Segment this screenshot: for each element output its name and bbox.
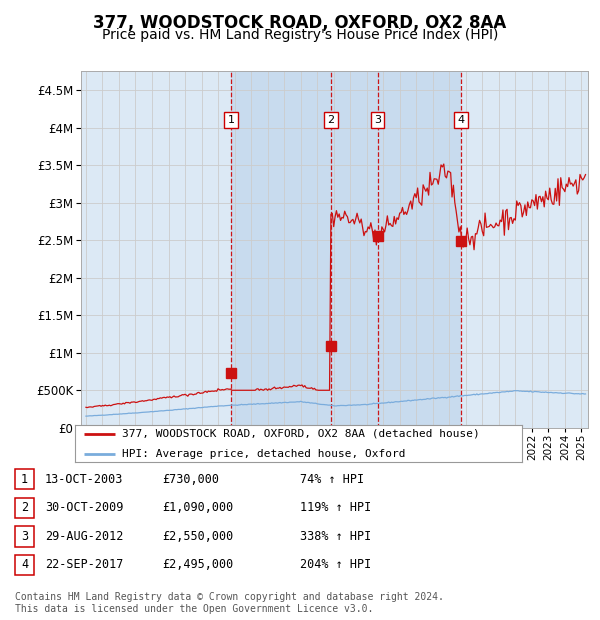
Text: 1: 1 [227, 115, 235, 125]
Text: 119% ↑ HPI: 119% ↑ HPI [300, 502, 371, 514]
Text: £2,495,000: £2,495,000 [162, 559, 233, 571]
Text: £1,090,000: £1,090,000 [162, 502, 233, 514]
Text: 338% ↑ HPI: 338% ↑ HPI [300, 530, 371, 542]
Text: 3: 3 [374, 115, 381, 125]
Text: 4: 4 [21, 559, 28, 571]
Bar [231, 71, 461, 428]
Text: 204% ↑ HPI: 204% ↑ HPI [300, 559, 371, 571]
Text: 3: 3 [21, 530, 28, 542]
Text: 30-OCT-2009: 30-OCT-2009 [45, 502, 124, 514]
Text: 74% ↑ HPI: 74% ↑ HPI [300, 473, 364, 485]
Text: 13-OCT-2003: 13-OCT-2003 [45, 473, 124, 485]
Text: 22-SEP-2017: 22-SEP-2017 [45, 559, 124, 571]
Text: 1: 1 [21, 473, 28, 485]
Text: 2: 2 [328, 115, 334, 125]
Text: 377, WOODSTOCK ROAD, OXFORD, OX2 8AA (detached house): 377, WOODSTOCK ROAD, OXFORD, OX2 8AA (de… [122, 428, 479, 438]
Text: 2: 2 [21, 502, 28, 514]
Text: 29-AUG-2012: 29-AUG-2012 [45, 530, 124, 542]
Text: £730,000: £730,000 [162, 473, 219, 485]
Text: HPI: Average price, detached house, Oxford: HPI: Average price, detached house, Oxfo… [122, 449, 406, 459]
Text: Price paid vs. HM Land Registry's House Price Index (HPI): Price paid vs. HM Land Registry's House … [102, 28, 498, 42]
Text: 377, WOODSTOCK ROAD, OXFORD, OX2 8AA: 377, WOODSTOCK ROAD, OXFORD, OX2 8AA [94, 14, 506, 32]
Text: £2,550,000: £2,550,000 [162, 530, 233, 542]
Text: 4: 4 [458, 115, 465, 125]
Text: Contains HM Land Registry data © Crown copyright and database right 2024.
This d: Contains HM Land Registry data © Crown c… [15, 592, 444, 614]
